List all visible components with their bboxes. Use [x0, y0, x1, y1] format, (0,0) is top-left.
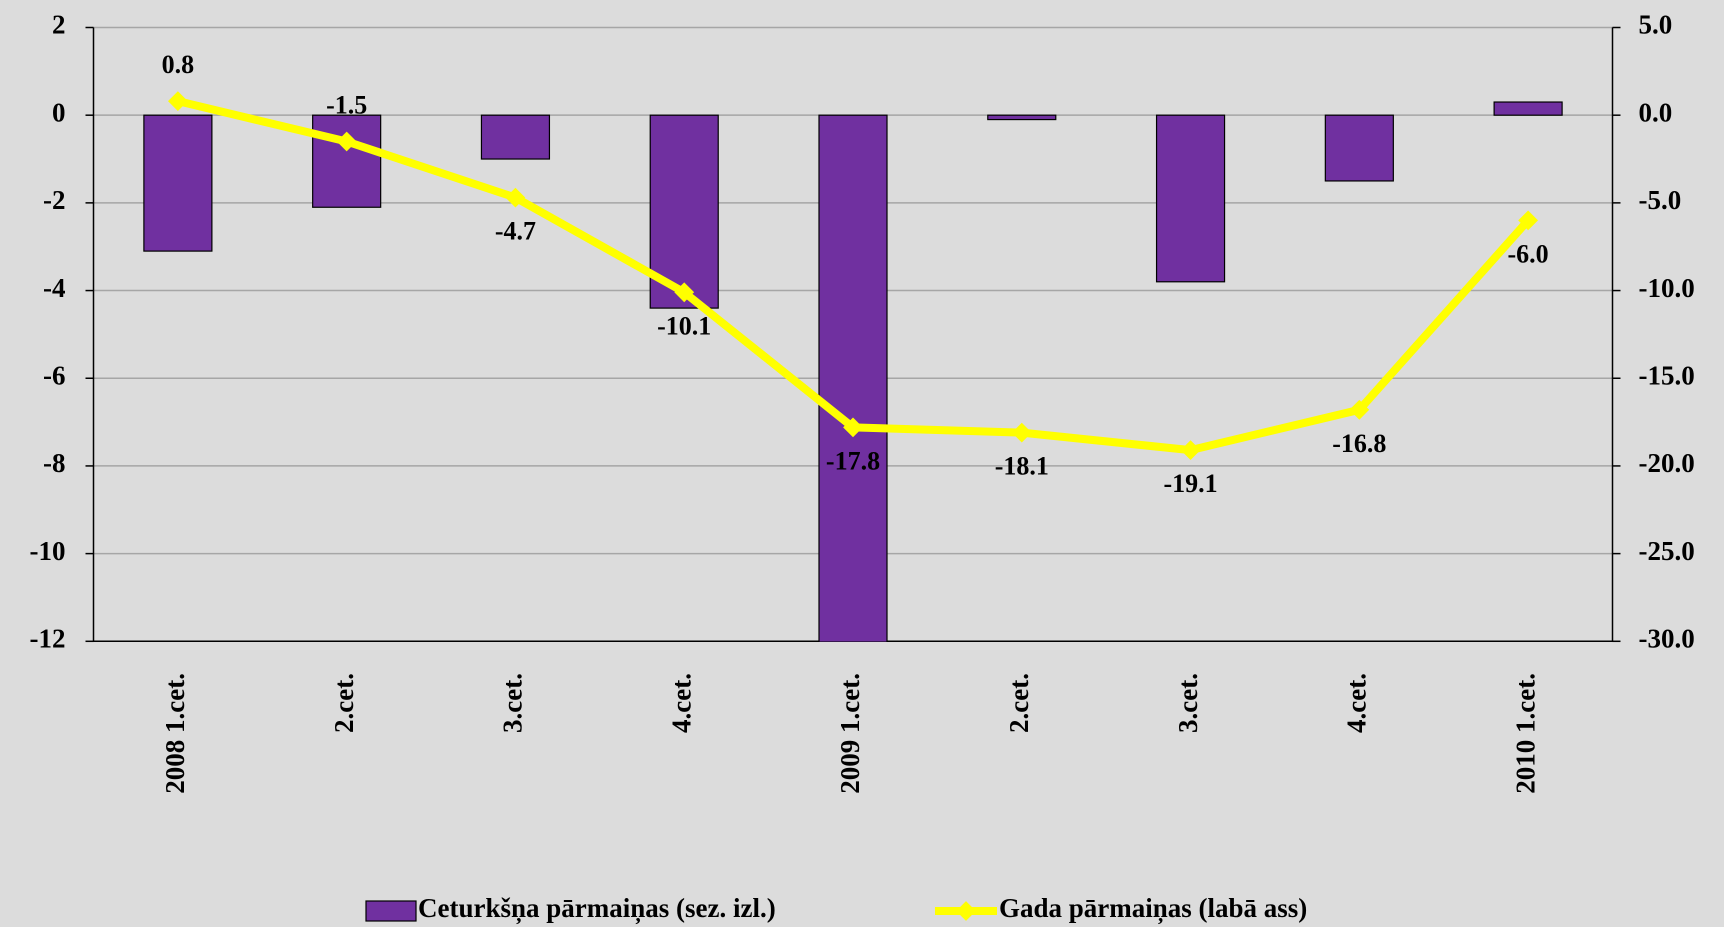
x-tick-label: 2009 1.cet.	[835, 673, 865, 794]
bar	[143, 114, 213, 252]
y-tick-label: 2	[52, 10, 66, 40]
plot-area	[143, 101, 1563, 642]
x-tick-label: 3.cet.	[498, 673, 528, 733]
y2-tick-label: 0.0	[1639, 97, 1673, 127]
bar	[480, 114, 551, 160]
data-label: 0.8	[162, 50, 195, 79]
y-tick-label: -12	[30, 624, 66, 654]
y-tick-label: -2	[43, 185, 66, 215]
bar	[1155, 114, 1226, 283]
y2-tick-label: 5.0	[1639, 10, 1673, 40]
line-marker	[843, 417, 863, 438]
legend-label: Gada pārmaiņas (labā ass)	[999, 893, 1307, 925]
data-label: -19.1	[1163, 469, 1217, 498]
y2-tick-label: -10.0	[1639, 273, 1695, 303]
bar	[312, 114, 382, 208]
legend-marker	[956, 901, 976, 921]
legend-label: Ceturkšņa pārmaiņas (sez. izl.)	[418, 893, 776, 925]
y2-tick-label: -5.0	[1639, 185, 1682, 215]
y-tick-label: -4	[43, 273, 66, 303]
data-label: -1.5	[326, 90, 367, 119]
data-label: -6.0	[1508, 239, 1549, 268]
y2-tick-label: -25.0	[1639, 536, 1695, 566]
data-label: -10.1	[657, 311, 711, 340]
data-label: -4.7	[495, 217, 536, 246]
data-label: -18.1	[995, 452, 1049, 481]
bar	[649, 114, 719, 309]
y-tick-label: -6	[43, 360, 66, 390]
x-tick-label: 2008 1.cet.	[160, 673, 190, 794]
bar	[1324, 114, 1394, 182]
y2-tick-label: -15.0	[1639, 360, 1695, 390]
line-marker	[336, 131, 357, 152]
x-tick-label: 2010 1.cet.	[1510, 673, 1540, 794]
x-tick-label: 4.cet.	[666, 673, 696, 733]
y2-tick-label: -30.0	[1639, 624, 1695, 654]
x-tick-label: 3.cet.	[1173, 673, 1203, 733]
data-label: -16.8	[1332, 429, 1386, 458]
y2-tick-label: -20.0	[1639, 448, 1695, 478]
line-marker	[1349, 399, 1370, 420]
x-tick-label: 4.cet.	[1342, 673, 1372, 733]
x-tick-label: 2.cet.	[329, 673, 359, 733]
y-tick-label: -10	[30, 536, 66, 566]
line-marker	[1011, 422, 1032, 443]
bar	[818, 114, 888, 642]
line-marker	[1518, 210, 1539, 231]
y-tick-label: -8	[43, 448, 66, 478]
line-marker	[674, 282, 695, 303]
line-marker	[167, 91, 188, 112]
legend-swatch	[365, 900, 417, 922]
y-tick-label: 0	[52, 97, 66, 127]
line-marker	[1180, 440, 1201, 461]
bar	[987, 114, 1057, 121]
bar	[1493, 101, 1563, 116]
data-label: -17.8	[826, 446, 880, 475]
x-tick-label: 2.cet.	[1004, 673, 1034, 733]
